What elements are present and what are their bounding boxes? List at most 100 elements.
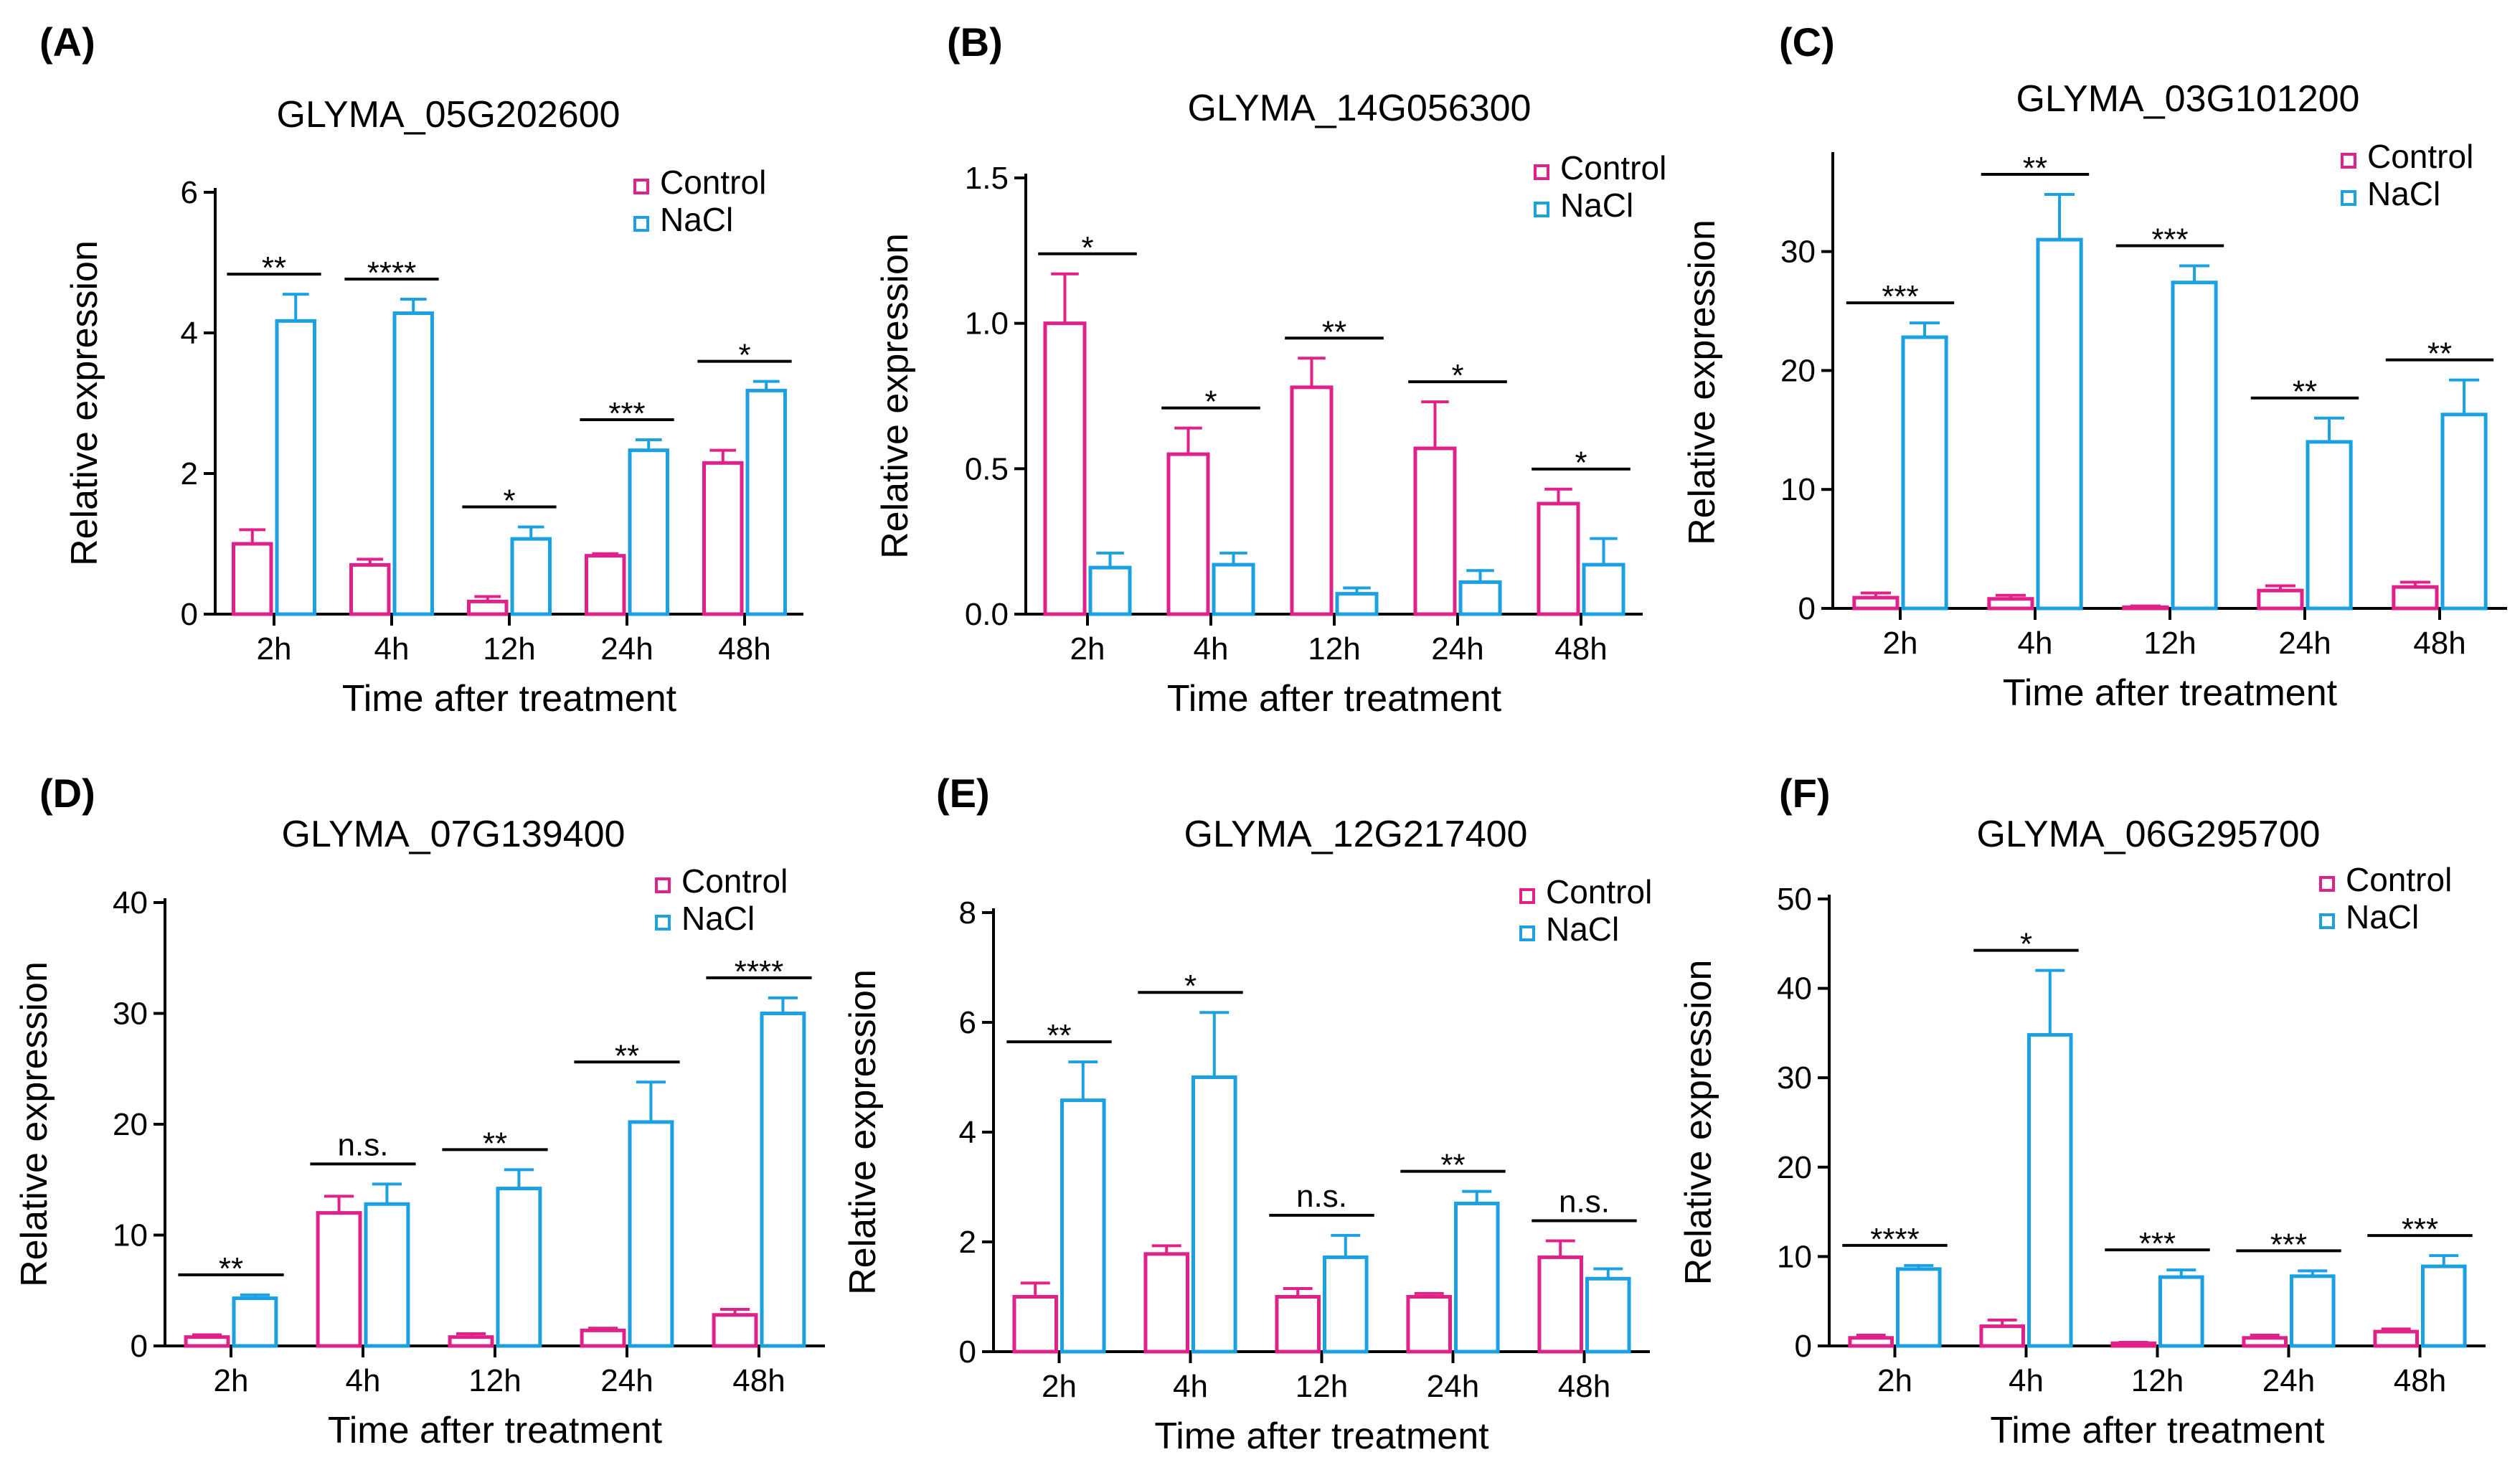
panel-letter: (B) — [947, 19, 1003, 65]
legend-label-nacl: NaCl — [1560, 187, 1633, 224]
significance-label: ** — [1440, 1148, 1465, 1183]
x-tick-label: 2h — [1877, 1363, 1912, 1398]
chart-panel-4: (E) GLYMA_12G217400 0 2 4 6 8 Relative expressi… — [842, 771, 1652, 1457]
nacl-bar-12h — [510, 537, 552, 616]
y-axis-label: Relative expression — [842, 969, 884, 1295]
x-tick-label: 2h — [1883, 626, 1918, 661]
nacl-bar-24h — [1454, 1201, 1500, 1354]
control-bar-24h — [585, 554, 626, 616]
x-tick-label: 24h — [600, 1363, 653, 1398]
control-bar-2h — [1852, 595, 1900, 611]
legend-swatch-nacl — [1534, 202, 1549, 217]
x-axis-label: Time after treatment — [1167, 678, 1502, 720]
chart-title: GLYMA_03G101200 — [2016, 78, 2360, 120]
y-tick-label: 0.5 — [965, 451, 1009, 486]
y-tick-label: 50 — [1777, 882, 1812, 917]
chart-panel-2: (C) GLYMA_03G101200 0 10 20 30 Relative expres… — [1681, 19, 2507, 714]
nacl-bar-48h — [1585, 1276, 1631, 1354]
y-tick-label: 0 — [1798, 591, 1816, 626]
control-bar-48h — [702, 461, 744, 616]
control-bar-4h — [1987, 597, 2034, 611]
significance-label: *** — [2139, 1226, 2176, 1261]
significance-label: * — [1204, 385, 1217, 420]
nacl-bar-12h — [1335, 592, 1379, 616]
x-tick-label: 12h — [2143, 626, 2196, 661]
y-tick-label: 2 — [181, 456, 198, 491]
panel-letter: (A) — [39, 19, 95, 65]
control-bar-2h — [232, 542, 273, 616]
y-tick-label: 10 — [1780, 472, 1816, 507]
legend-label-control: Control — [681, 862, 788, 900]
nacl-bar-4h — [392, 311, 434, 616]
x-tick-label: 4h — [374, 631, 410, 667]
y-tick-label: 0 — [1795, 1329, 1812, 1364]
control-bar-48h — [712, 1313, 758, 1348]
y-axis-label: Relative expression — [14, 961, 55, 1287]
y-tick-label: 30 — [113, 997, 148, 1032]
y-tick-label: 10 — [1777, 1239, 1812, 1274]
chart-title: GLYMA_12G217400 — [1184, 814, 1528, 855]
significance-label: *** — [608, 396, 645, 431]
significance-label: **** — [1870, 1222, 1920, 1257]
significance-label: * — [1451, 358, 1463, 393]
x-tick-label: 2h — [257, 631, 292, 667]
legend-swatch-control — [1534, 164, 1549, 180]
significance-label: * — [1081, 230, 1093, 265]
nacl-bar-24h — [2306, 440, 2353, 611]
panel-letter: (E) — [936, 771, 990, 816]
significance-label: n.s. — [1296, 1179, 1347, 1214]
legend-swatch-nacl — [655, 915, 671, 931]
x-tick-label: 48h — [1554, 631, 1607, 667]
nacl-bar-2h — [1901, 335, 1948, 611]
chart-panel-5: (F) GLYMA_06G295700 0 10 20 30 40 50 Relative ex… — [1678, 771, 2486, 1451]
y-tick-label: 10 — [113, 1218, 148, 1253]
significance-label: n.s. — [338, 1127, 389, 1162]
nacl-bar-4h — [364, 1202, 410, 1348]
legend-label-nacl: NaCl — [1546, 910, 1619, 948]
significance-label: *** — [2270, 1227, 2307, 1262]
significance-label: * — [1575, 446, 1587, 481]
x-axis-label: Time after treatment — [1154, 1416, 1489, 1457]
nacl-bar-12h — [2171, 281, 2218, 611]
control-bar-48h — [2392, 585, 2439, 611]
chart-title: GLYMA_14G056300 — [1188, 88, 1532, 129]
panel-letter: (D) — [39, 771, 95, 816]
nacl-bar-2h — [1060, 1098, 1106, 1354]
chart-panel-0: (A) GLYMA_05G202600 0 2 4 6 Relative expressio… — [39, 19, 803, 720]
y-tick-label: 0 — [131, 1329, 148, 1364]
y-tick-label: 1.0 — [965, 306, 1009, 342]
control-bar-48h — [2373, 1329, 2419, 1348]
nacl-bar-48h — [2440, 413, 2488, 611]
legend-label-control: Control — [1546, 873, 1652, 910]
control-bar-24h — [2257, 588, 2304, 611]
x-axis-label: Time after treatment — [328, 1410, 663, 1451]
legend-swatch-nacl — [1519, 926, 1535, 941]
legend-label-nacl: NaCl — [2367, 175, 2440, 212]
significance-label: ** — [2427, 336, 2452, 372]
y-axis-label: Relative expression — [64, 240, 105, 566]
significance-label: *** — [1882, 279, 1918, 314]
control-bar-12h — [448, 1335, 494, 1348]
nacl-bar-24h — [2290, 1274, 2336, 1348]
x-tick-label: 24h — [2262, 1363, 2315, 1398]
chart-title: GLYMA_05G202600 — [277, 94, 620, 136]
significance-label: * — [1184, 969, 1197, 1004]
y-axis-label: Relative expression — [874, 233, 916, 559]
x-axis-label: Time after treatment — [2003, 672, 2338, 714]
y-axis-label: Relative expression — [1681, 220, 1723, 545]
y-tick-label: 40 — [113, 885, 148, 920]
control-bar-4h — [316, 1211, 362, 1348]
y-tick-label: 40 — [1777, 971, 1812, 1007]
significance-label: * — [2020, 927, 2032, 962]
legend-swatch-control — [633, 179, 649, 194]
nacl-bar-48h — [2421, 1264, 2467, 1348]
significance-label: **** — [735, 954, 784, 989]
y-tick-label: 1.5 — [965, 161, 1009, 196]
nacl-bar-48h — [1582, 562, 1625, 616]
y-tick-label: 4 — [959, 1115, 976, 1150]
chart-title: GLYMA_06G295700 — [1977, 814, 2321, 855]
y-tick-label: 4 — [181, 316, 198, 351]
y-tick-label: 30 — [1780, 235, 1816, 270]
significance-label: ** — [483, 1126, 507, 1161]
